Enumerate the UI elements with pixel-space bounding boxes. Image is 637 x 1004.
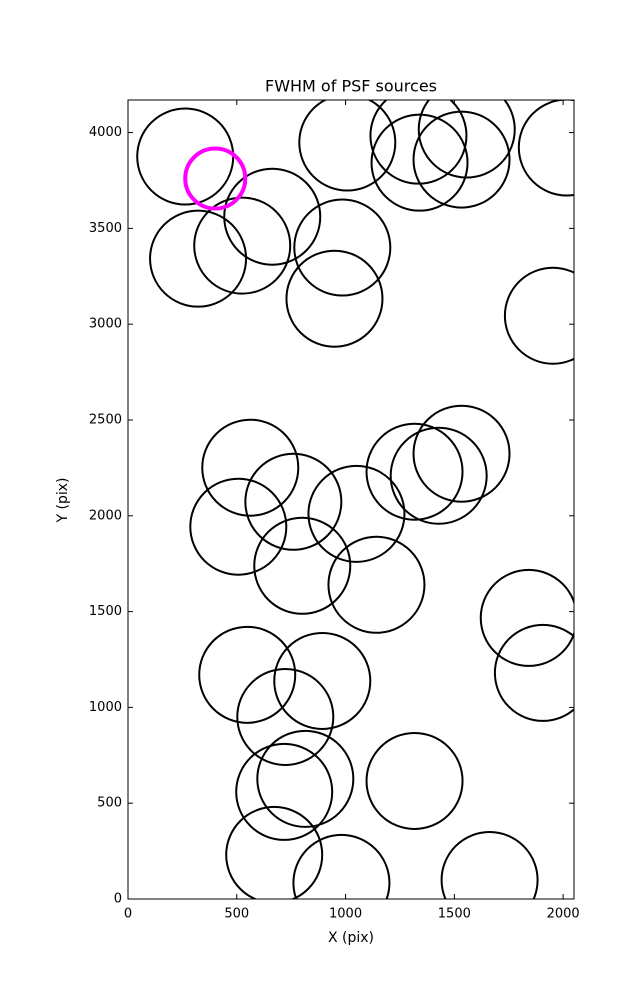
source-circle [183, 146, 248, 211]
source-circle [292, 833, 391, 899]
source-circle [493, 623, 574, 722]
y-tick-label: 4000 [89, 125, 122, 140]
x-tick-label: 0 [124, 907, 132, 922]
y-axis-label: Y (pix) [55, 478, 71, 524]
chart-title: FWHM of PSF sources [265, 77, 437, 96]
plot-area [136, 100, 574, 899]
source-circle [417, 100, 516, 179]
plot-frame [127, 99, 575, 900]
source-circle [149, 209, 248, 308]
source-circle [517, 100, 574, 197]
source-circle [189, 477, 288, 576]
source-circle [298, 100, 397, 192]
source-circle [136, 107, 235, 206]
source-circle [253, 516, 352, 615]
y-tick-label: 1500 [89, 604, 122, 619]
source-circle [307, 464, 406, 563]
source-circle [389, 426, 488, 525]
y-tick-label: 3000 [89, 317, 122, 332]
source-circle [412, 404, 511, 503]
x-tick-label: 1000 [329, 907, 362, 922]
source-circle [193, 196, 292, 295]
source-circle [370, 113, 469, 212]
source-circle [293, 198, 392, 297]
source-circle [198, 625, 297, 724]
source-circle [244, 452, 343, 551]
source-circle [223, 167, 322, 266]
source-circle [369, 100, 468, 185]
y-tick-label: 2500 [89, 412, 122, 427]
source-circle [225, 805, 324, 899]
x-tick-label: 500 [224, 907, 249, 922]
y-tick-label: 1000 [89, 700, 122, 715]
source-circle [201, 418, 300, 517]
source-circle [412, 110, 511, 209]
source-circle [503, 266, 574, 365]
y-tick-label: 500 [97, 796, 122, 811]
source-circle [365, 731, 464, 830]
y-tick-label: 2000 [89, 508, 122, 523]
y-tick-label: 3500 [89, 221, 122, 236]
source-circle [479, 568, 574, 667]
source-circle [273, 631, 372, 730]
source-circle [235, 742, 334, 841]
source-circle [327, 535, 426, 634]
x-tick-label: 1500 [438, 907, 471, 922]
source-circle [256, 729, 355, 828]
source-circle [285, 249, 384, 348]
x-tick-label: 2000 [547, 907, 580, 922]
x-axis-label: X (pix) [328, 930, 374, 946]
source-circle [236, 667, 335, 766]
y-tick-label: 0 [114, 892, 122, 907]
source-circle [440, 831, 539, 899]
source-circle [365, 422, 464, 521]
